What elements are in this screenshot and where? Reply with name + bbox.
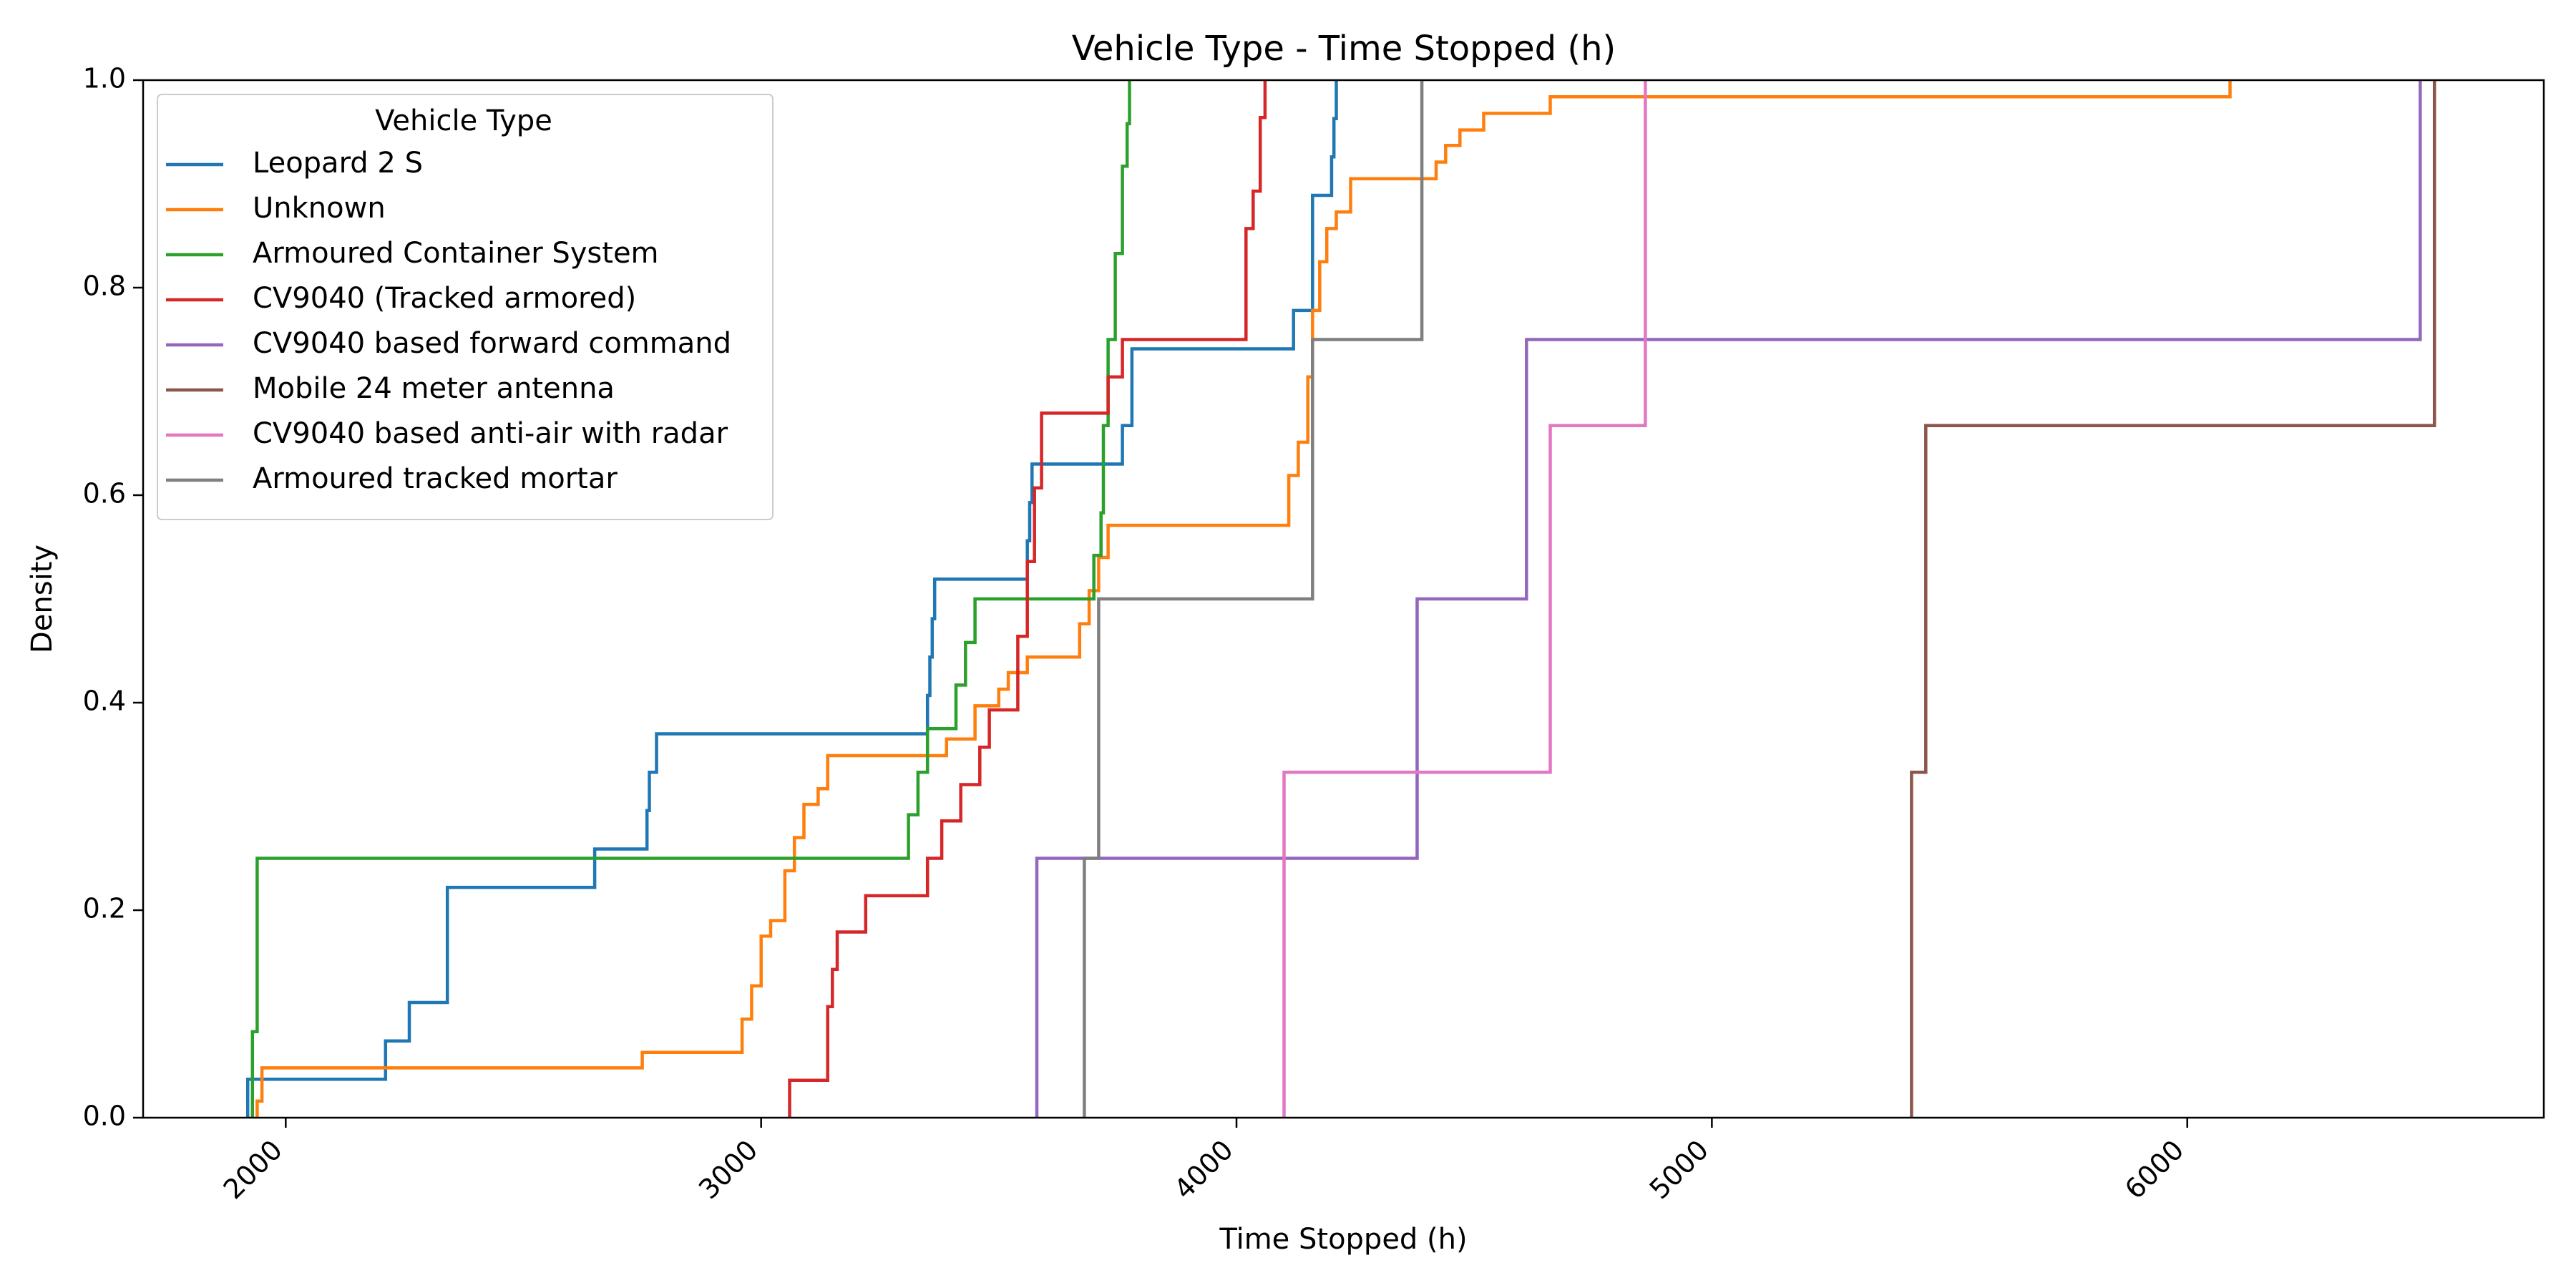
legend-title: Vehicle Type (375, 104, 552, 137)
x-tick-label: 4000 (1168, 1134, 1239, 1206)
chart-title: Vehicle Type - Time Stopped (h) (1072, 29, 1616, 69)
x-axis-label: Time Stopped (h) (1219, 1223, 1467, 1256)
legend-label: Leopard 2 S (253, 147, 423, 180)
y-tick-label: 0.6 (83, 478, 126, 509)
legend-label: Armoured Container System (253, 237, 659, 270)
plot-frame (142, 79, 2545, 1119)
y-tick-label: 0.8 (83, 270, 126, 302)
x-tick-label: 3000 (693, 1134, 764, 1206)
legend-label: Armoured tracked mortar (253, 462, 618, 495)
series-line-8 (1083, 80, 1424, 1118)
legend-item: Armoured Container System (166, 237, 659, 270)
series-line-1 (245, 80, 1338, 1118)
y-axis: 0.0 0.2 0.4 0.6 0.8 1.0 (83, 63, 143, 1132)
y-tick-label: 0.0 (83, 1101, 126, 1132)
x-tick-label: 2000 (218, 1134, 289, 1206)
legend-item: CV9040 (Tracked armored) (166, 282, 636, 315)
legend-box (157, 94, 774, 520)
plot-area (142, 79, 2545, 1119)
legend-item: Armoured tracked mortar (166, 462, 618, 495)
series-line-4 (788, 80, 1267, 1118)
legend-label: CV9040 based anti-air with radar (253, 417, 728, 450)
series-line-7 (1282, 80, 1647, 1118)
legend-item: Unknown (166, 192, 386, 225)
series-line-3 (250, 80, 1131, 1118)
series-line-6 (1910, 80, 2436, 1118)
legend: Vehicle Type Leopard 2 S Unknown Armoured … (157, 94, 774, 520)
legend-item: CV9040 based anti-air with radar (166, 417, 728, 450)
legend-item: Leopard 2 S (166, 147, 423, 180)
x-axis: 2000 3000 4000 5000 6000 (218, 1118, 2190, 1205)
x-tick-label: 6000 (2119, 1134, 2190, 1206)
y-tick-label: 1.0 (83, 63, 126, 94)
y-tick-label: 0.4 (83, 686, 126, 717)
legend-item: Mobile 24 meter antenna (166, 372, 615, 405)
series-layer (245, 80, 2436, 1118)
legend-label: Mobile 24 meter antenna (253, 372, 615, 405)
legend-items: Leopard 2 S Unknown Armoured Container Sys… (166, 147, 731, 495)
y-axis-label: Density (26, 545, 59, 653)
x-tick-label: 5000 (1644, 1134, 1715, 1206)
legend-label: Unknown (253, 192, 386, 225)
legend-item: CV9040 based forward command (166, 327, 731, 360)
legend-label: CV9040 based forward command (253, 327, 731, 360)
legend-label: CV9040 (Tracked armored) (253, 282, 636, 315)
series-line-2 (255, 80, 2232, 1118)
y-tick-label: 0.2 (83, 893, 126, 924)
